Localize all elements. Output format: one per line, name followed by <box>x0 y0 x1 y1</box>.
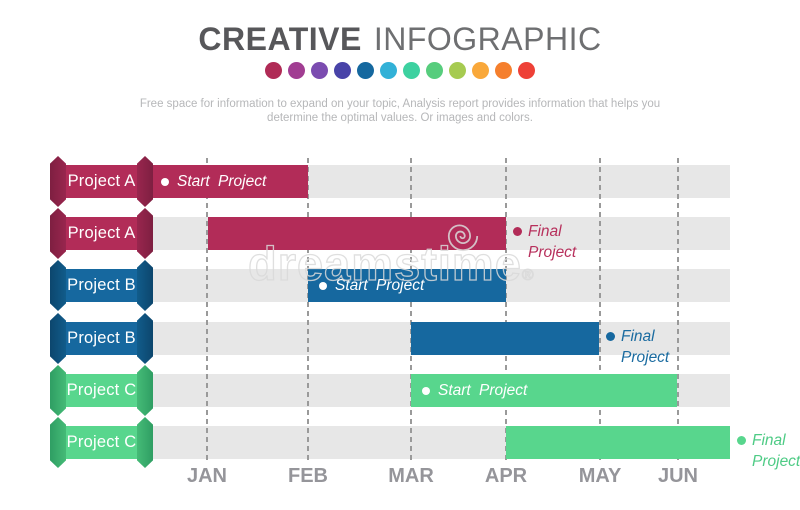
gantt-row: Final Project Project B <box>0 313 800 366</box>
final-label-line2: Project <box>528 244 577 261</box>
palette-dot <box>495 62 512 79</box>
start-bullet-icon <box>319 281 327 290</box>
ribbon-strip-right <box>137 417 153 468</box>
ribbon-label: Project A <box>67 172 136 190</box>
task-bar: Start Project <box>150 165 308 198</box>
ribbon-label: Project C <box>66 433 137 451</box>
final-label-text: Final <box>621 328 655 345</box>
start-label-text: Start Project <box>177 172 267 190</box>
project-ribbon: Project B <box>50 260 153 311</box>
ribbon-label: Project B <box>67 329 136 347</box>
palette-dot <box>357 62 374 79</box>
final-bullet-icon <box>513 227 522 236</box>
start-label-text: Start Project <box>335 276 425 294</box>
final-label-line1: Final <box>606 326 669 347</box>
project-ribbon: Project A <box>50 208 153 259</box>
palette-dot <box>288 62 305 79</box>
start-bullet-icon <box>161 177 169 186</box>
gantt-row: Start Project Project A <box>0 156 800 207</box>
ribbon-strip-right <box>137 313 153 364</box>
gantt-row: Start Project Project B <box>0 260 800 311</box>
subtitle: Free space for information to expand on … <box>0 97 800 125</box>
start-bullet-icon <box>422 386 430 395</box>
final-label: Final Project <box>513 221 576 263</box>
palette-dot <box>518 62 535 79</box>
month-label: JUN <box>657 465 699 487</box>
month-label: MAY <box>578 465 622 487</box>
final-label-line1: Final <box>737 430 800 451</box>
palette-dot <box>311 62 328 79</box>
month-gridline <box>307 158 309 464</box>
month-gridline <box>505 158 507 464</box>
gantt-row: Start Project Project C <box>0 365 800 416</box>
title-secondary: INFOGRAPHIC <box>373 21 602 57</box>
ribbon-strip-left <box>50 365 66 416</box>
start-label-text: Start Project <box>438 381 528 399</box>
gantt-row: Final Project Project A <box>0 208 800 261</box>
month-label: MAR <box>388 465 434 487</box>
ribbon-strip-left <box>50 260 66 311</box>
start-label: Start Project <box>411 382 527 400</box>
month-label: FEB <box>288 465 328 487</box>
start-label: Start Project <box>150 173 266 191</box>
ribbon-strip-left <box>50 417 66 468</box>
project-ribbon: Project C <box>50 417 153 468</box>
palette-dot <box>472 62 489 79</box>
subtitle-line-1: Free space for information to expand on … <box>139 98 661 110</box>
ribbon-strip-right <box>137 208 153 259</box>
task-bar: Start Project <box>411 374 677 407</box>
final-label-line2: Project <box>752 453 800 470</box>
ribbon-strip-right <box>137 260 153 311</box>
palette-dot <box>449 62 466 79</box>
project-ribbon: Project A <box>50 156 153 207</box>
ribbon-strip-left <box>50 208 66 259</box>
palette-dot <box>403 62 420 79</box>
page-title: CREATIVE INFOGRAPHIC <box>0 22 800 56</box>
palette-dot <box>334 62 351 79</box>
final-label-text: Final <box>528 223 562 240</box>
start-label: Start Project <box>308 277 424 295</box>
month-gridline <box>599 158 601 464</box>
month-gridline <box>410 158 412 464</box>
final-label: Final Project <box>606 326 669 368</box>
title-primary: CREATIVE <box>198 21 362 57</box>
final-label: Final Project <box>737 430 800 472</box>
ribbon-strip-left <box>50 156 66 207</box>
task-bar <box>208 217 506 250</box>
project-ribbon: Project C <box>50 365 153 416</box>
final-label-line2: Project <box>621 349 670 366</box>
month-label: JAN <box>186 465 228 487</box>
final-label-line1: Final <box>513 221 576 242</box>
ribbon-label: Project B <box>67 276 136 294</box>
task-bar <box>411 322 599 355</box>
subtitle-line-2: determine the optimal values. Or images … <box>267 112 533 124</box>
ribbon-strip-right <box>137 156 153 207</box>
palette-dot <box>265 62 282 79</box>
final-bullet-icon <box>606 332 615 341</box>
ribbon-strip-right <box>137 365 153 416</box>
task-bar <box>506 426 730 459</box>
final-label-text: Final <box>752 432 786 449</box>
palette-dot <box>426 62 443 79</box>
month-label: APR <box>484 465 528 487</box>
final-bullet-icon <box>737 436 746 445</box>
ribbon-label: Project A <box>67 224 136 242</box>
palette-dots <box>0 62 800 79</box>
gantt-row: Final Project Project C <box>0 417 800 470</box>
ribbon-label: Project C <box>66 381 137 399</box>
task-bar: Start Project <box>308 269 506 302</box>
palette-dot <box>380 62 397 79</box>
project-ribbon: Project B <box>50 313 153 364</box>
month-gridline <box>677 158 679 464</box>
month-gridline <box>206 158 208 464</box>
ribbon-strip-left <box>50 313 66 364</box>
